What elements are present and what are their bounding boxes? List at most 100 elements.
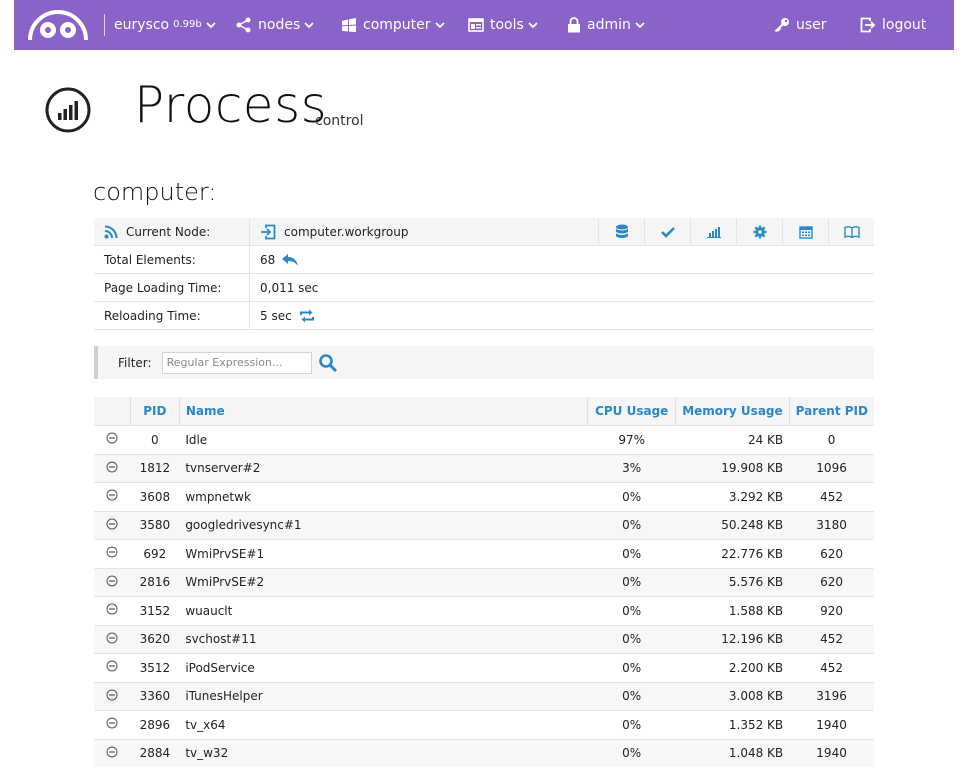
current-node-value-cell: computer.workgroup xyxy=(250,218,408,245)
kill-process-cell xyxy=(94,425,131,454)
cell-name: iPodService xyxy=(179,653,588,682)
minus-circle-icon xyxy=(106,689,118,701)
nav-logout-label: logout xyxy=(882,17,927,33)
reloading-value-cell: 5 sec xyxy=(250,302,316,329)
cell-cpu-usage: 0% xyxy=(587,539,676,568)
logout-icon xyxy=(860,17,876,33)
rss-icon xyxy=(104,225,118,238)
kill-process-button[interactable] xyxy=(106,432,118,444)
nav-computer-label: computer xyxy=(363,17,431,33)
kill-process-cell xyxy=(94,453,131,483)
cell-name: tv_w32 xyxy=(179,738,588,767)
kill-process-button[interactable] xyxy=(106,660,118,672)
brand-name: eurysco xyxy=(114,17,170,33)
cell-name: WmiPrvSE#1 xyxy=(179,539,588,568)
database-icon xyxy=(615,224,628,238)
minus-circle-icon xyxy=(106,461,118,473)
minus-circle-icon xyxy=(106,632,118,644)
cell-parent-pid: 620 xyxy=(789,539,874,568)
info-row-page-loading: Page Loading Time: 0,011 sec xyxy=(94,274,874,302)
kill-process-cell xyxy=(94,624,131,654)
kill-process-cell xyxy=(94,567,131,597)
kill-process-button[interactable] xyxy=(106,518,118,530)
current-node-label: Current Node: xyxy=(126,224,211,239)
nav-admin[interactable]: admin xyxy=(567,0,645,50)
cell-pid: 3608 xyxy=(130,482,180,511)
info-row-reloading: Reloading Time: 5 sec xyxy=(94,302,874,330)
table-row: 3608 wmpnetwk 0% 3.292 KB 452 xyxy=(94,482,874,511)
check-button[interactable] xyxy=(644,218,690,245)
cell-memory-usage: 19.908 KB xyxy=(675,453,790,483)
gear-icon xyxy=(753,225,766,238)
kill-process-button[interactable] xyxy=(106,546,118,558)
top-navbar: eurysco 0.99b nodes computer tools admin xyxy=(14,0,954,50)
table-row: 1812 tvnserver#2 3% 19.908 KB 1096 xyxy=(94,453,874,483)
cell-name: WmiPrvSE#2 xyxy=(179,567,588,597)
current-node-label-cell: Current Node: xyxy=(94,218,250,245)
nav-admin-label: admin xyxy=(587,17,631,33)
kill-process-button[interactable] xyxy=(106,461,118,473)
cell-parent-pid: 1940 xyxy=(789,710,874,739)
header-cpu-usage[interactable]: CPU Usage xyxy=(587,397,676,426)
bar-chart-button[interactable] xyxy=(690,218,736,245)
kill-process-button[interactable] xyxy=(106,603,118,615)
cell-name: svchost#11 xyxy=(179,624,588,654)
kill-process-button[interactable] xyxy=(106,575,118,587)
database-button[interactable] xyxy=(598,218,644,245)
cell-cpu-usage: 0% xyxy=(587,510,676,540)
nav-logout[interactable]: logout xyxy=(860,0,926,50)
nav-tools[interactable]: tools xyxy=(468,0,538,50)
kill-process-button[interactable] xyxy=(106,746,118,758)
cell-cpu-usage: 0% xyxy=(587,738,676,767)
nav-brand-menu[interactable]: eurysco 0.99b xyxy=(114,0,216,50)
refresh-icon[interactable] xyxy=(298,309,316,323)
login-icon[interactable] xyxy=(260,224,276,240)
kill-process-cell xyxy=(94,738,131,767)
settings-button[interactable] xyxy=(736,218,782,245)
calendar-button[interactable] xyxy=(782,218,828,245)
cell-cpu-usage: 0% xyxy=(587,710,676,739)
header-name[interactable]: Name xyxy=(178,397,588,426)
nav-nodes[interactable]: nodes xyxy=(236,0,314,50)
windows-icon xyxy=(341,17,357,33)
brand-version: 0.99b xyxy=(173,19,202,30)
eurysco-logo-icon[interactable] xyxy=(26,8,90,42)
process-table-body: 0 Idle 97% 24 KB 0 1812 tvnserver#2 3% 19.908 KB… xyxy=(94,425,874,767)
header-memory-usage[interactable]: Memory Usage xyxy=(675,397,790,426)
cell-pid: 3580 xyxy=(130,510,180,540)
kill-process-button[interactable] xyxy=(106,717,118,729)
cell-cpu-usage: 0% xyxy=(587,482,676,511)
nav-computer[interactable]: computer xyxy=(341,0,445,50)
search-button[interactable] xyxy=(318,353,338,373)
kill-process-button[interactable] xyxy=(106,689,118,701)
book-button[interactable] xyxy=(828,218,874,245)
kill-process-cell xyxy=(94,653,131,682)
node-info-panel: Current Node: computer.workgroup xyxy=(94,218,874,330)
check-icon xyxy=(660,226,675,238)
total-elements-value-cell: 68 xyxy=(250,246,299,273)
kill-process-button[interactable] xyxy=(106,489,118,501)
bar-chart-icon xyxy=(706,226,721,238)
filter-input[interactable] xyxy=(161,351,312,374)
nav-nodes-label: nodes xyxy=(258,17,301,33)
kill-process-cell xyxy=(94,596,131,625)
nav-user[interactable]: user xyxy=(774,0,827,50)
process-chart-icon xyxy=(45,87,91,133)
cell-pid: 3512 xyxy=(130,653,180,682)
cell-pid: 3360 xyxy=(130,681,180,711)
cell-memory-usage: 3.008 KB xyxy=(675,681,790,711)
header-parent-pid[interactable]: Parent PID xyxy=(788,397,874,426)
cell-cpu-usage: 0% xyxy=(587,624,676,654)
search-icon xyxy=(318,353,337,372)
cell-name: iTunesHelper xyxy=(179,681,588,711)
cell-memory-usage: 3.292 KB xyxy=(675,482,790,511)
table-row: 2884 tv_w32 0% 1.048 KB 1940 xyxy=(94,738,874,767)
cell-memory-usage: 50.248 KB xyxy=(675,510,790,540)
reloading-label-cell: Reloading Time: xyxy=(94,302,250,329)
kill-process-button[interactable] xyxy=(106,632,118,644)
cell-pid: 1812 xyxy=(130,453,180,483)
cell-parent-pid: 452 xyxy=(789,482,874,511)
reply-icon[interactable] xyxy=(281,253,299,267)
header-pid[interactable]: PID xyxy=(129,397,180,426)
minus-circle-icon xyxy=(106,575,118,587)
